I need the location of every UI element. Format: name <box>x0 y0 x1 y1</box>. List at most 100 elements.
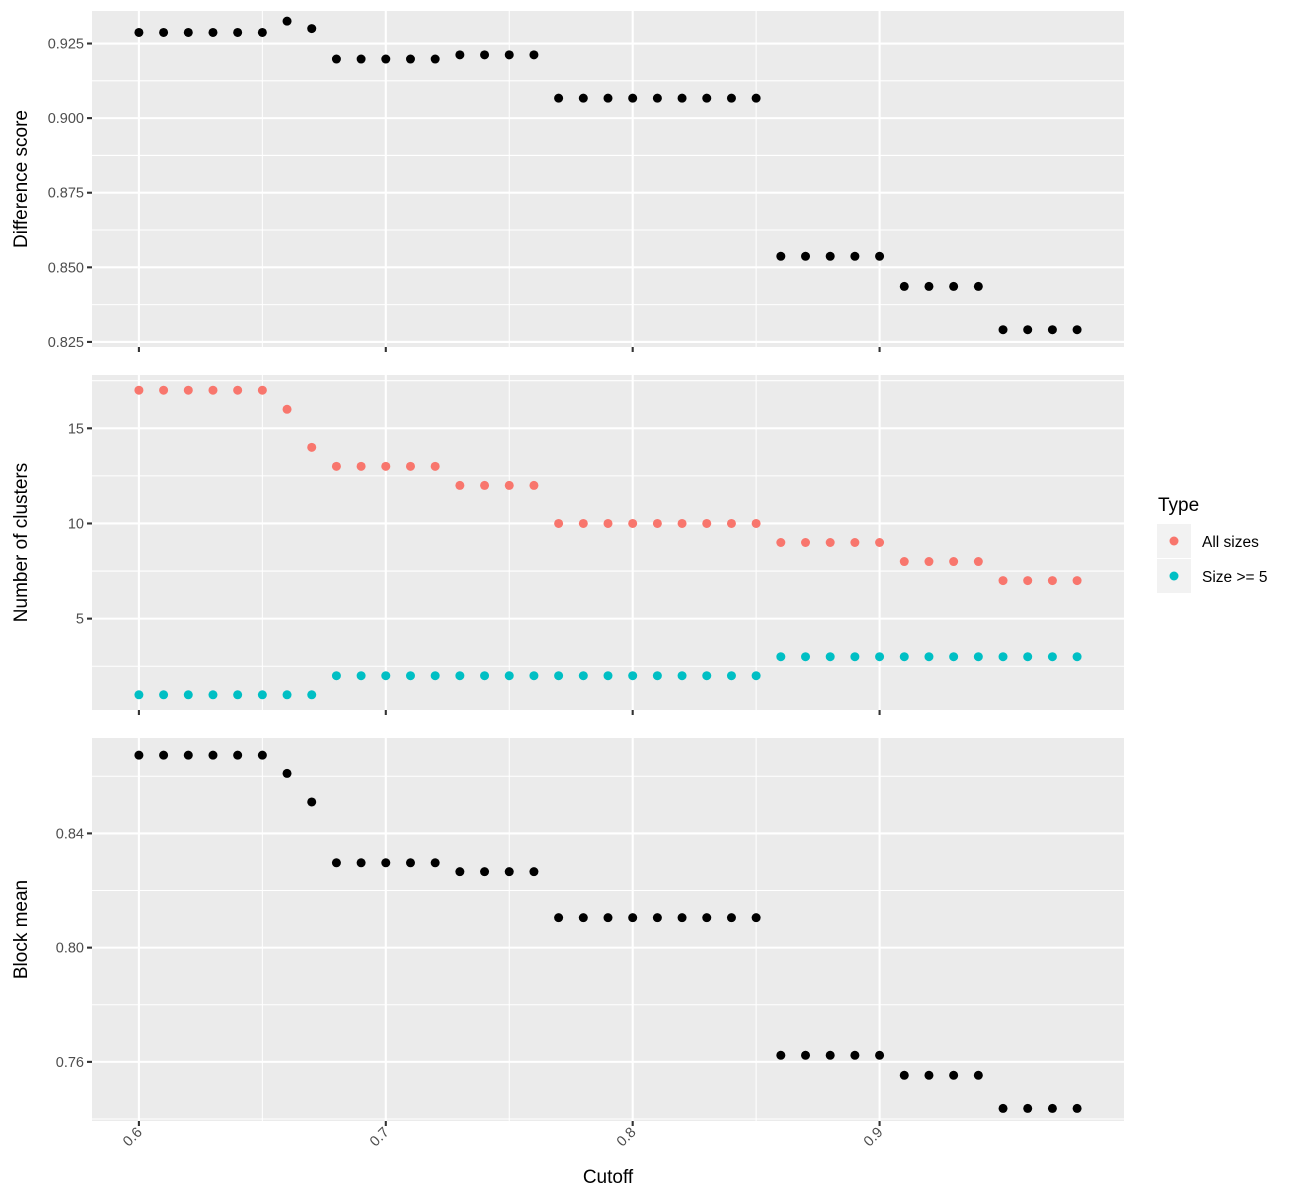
data-point <box>875 652 885 662</box>
data-point <box>702 518 712 528</box>
data-point <box>924 652 934 662</box>
data-point <box>430 671 440 681</box>
data-point <box>381 858 391 868</box>
data-point <box>282 404 292 414</box>
data-point <box>134 690 144 700</box>
data-point <box>973 557 983 567</box>
data-point <box>233 690 243 700</box>
data-point <box>603 518 613 528</box>
data-point <box>801 652 811 662</box>
data-point <box>603 913 613 923</box>
data-point <box>455 480 465 490</box>
y-tick-label: 0.825 <box>48 335 84 351</box>
data-point <box>924 557 934 567</box>
data-point <box>726 913 736 923</box>
data-point <box>307 24 317 34</box>
data-point <box>1023 576 1033 586</box>
data-point <box>504 671 514 681</box>
data-point <box>875 538 885 547</box>
data-point <box>949 557 959 567</box>
data-point <box>973 281 983 291</box>
legend-label-all-sizes: All sizes <box>1202 534 1259 551</box>
x-tick-label: 0.7 <box>367 1125 393 1151</box>
data-point <box>801 538 811 547</box>
data-point <box>480 867 490 877</box>
x-tick-label: 0.9 <box>861 1125 887 1151</box>
panel-background <box>92 738 1124 1121</box>
y-axis-title: Number of clusters <box>11 463 32 622</box>
data-point <box>628 93 638 103</box>
data-point <box>652 913 662 923</box>
series-1 <box>134 385 1082 586</box>
legend-title: Type <box>1158 495 1199 516</box>
data-point <box>455 50 465 60</box>
data-point <box>850 652 860 662</box>
data-point <box>134 750 144 760</box>
data-point <box>208 690 218 700</box>
data-point <box>949 652 959 662</box>
data-point <box>529 50 539 60</box>
y-tick-label: 0.76 <box>56 1055 84 1071</box>
data-point <box>183 690 193 700</box>
data-point <box>257 385 267 395</box>
data-point <box>924 281 934 291</box>
data-point <box>702 93 712 103</box>
data-point <box>356 54 366 64</box>
data-point <box>603 671 613 681</box>
data-point <box>208 385 218 395</box>
series-1 <box>134 16 1082 335</box>
data-point <box>578 913 588 923</box>
data-point <box>1072 576 1082 586</box>
data-point <box>702 913 712 923</box>
data-point <box>331 671 341 681</box>
data-point <box>998 576 1008 586</box>
data-point <box>949 1070 959 1080</box>
data-point <box>356 671 366 681</box>
data-point <box>480 50 490 60</box>
data-point <box>899 557 909 567</box>
data-point <box>1023 652 1033 662</box>
data-point <box>307 442 317 452</box>
data-point <box>1072 1103 1082 1113</box>
data-point <box>628 518 638 528</box>
data-point <box>776 1050 786 1060</box>
data-point <box>455 671 465 681</box>
data-point <box>331 858 341 868</box>
data-point <box>183 750 193 760</box>
data-point <box>677 93 687 103</box>
data-point <box>628 671 638 681</box>
data-point <box>677 518 687 528</box>
data-point <box>899 281 909 291</box>
data-point <box>998 325 1008 335</box>
data-point <box>973 652 983 662</box>
data-point <box>257 27 267 37</box>
data-point <box>331 54 341 64</box>
data-point <box>257 750 267 760</box>
panel-background <box>92 11 1124 347</box>
data-point <box>1047 1103 1057 1113</box>
data-point <box>973 1070 983 1080</box>
data-point <box>578 93 588 103</box>
data-point <box>825 251 835 261</box>
data-point <box>1047 576 1057 586</box>
y-tick-label: 0.900 <box>48 111 84 127</box>
data-point <box>356 461 366 471</box>
legend: Type All sizes Size >= 5 <box>1157 495 1268 593</box>
data-point <box>257 690 267 700</box>
data-point <box>504 50 514 60</box>
data-point <box>405 461 415 471</box>
data-point <box>405 858 415 868</box>
y-tick-label: 10 <box>68 516 84 532</box>
data-point <box>529 671 539 681</box>
data-point <box>850 538 860 547</box>
data-point <box>1072 325 1082 335</box>
data-point <box>726 671 736 681</box>
data-point <box>875 251 885 261</box>
panel-background <box>92 375 1124 710</box>
y-tick-label: 0.850 <box>48 260 84 276</box>
data-point <box>677 913 687 923</box>
data-point <box>183 385 193 395</box>
data-point <box>751 93 761 103</box>
y-tick-label: 5 <box>76 612 84 628</box>
data-point <box>726 93 736 103</box>
